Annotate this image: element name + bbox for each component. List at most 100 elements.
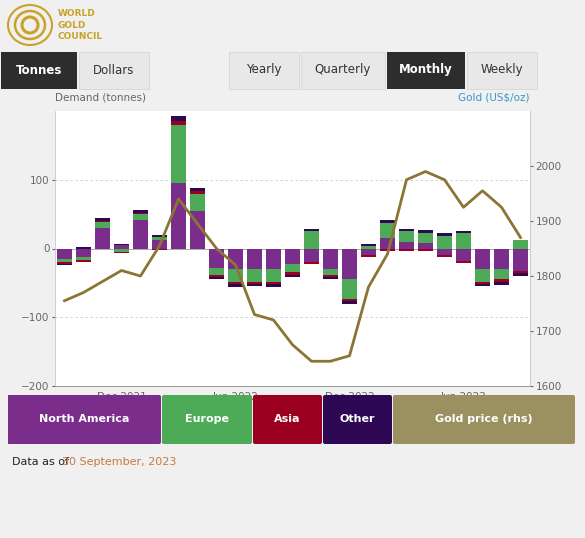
Bar [494, 269, 508, 279]
Bar [304, 262, 319, 264]
Bar [77, 249, 91, 257]
Bar [77, 257, 91, 260]
Bar [95, 218, 109, 221]
Bar [494, 279, 508, 282]
Bar [152, 249, 167, 250]
Bar [400, 229, 414, 231]
Bar [171, 125, 185, 183]
Text: Other: Other [340, 414, 375, 424]
Bar [266, 249, 281, 269]
Bar [57, 262, 71, 264]
Bar [95, 222, 109, 228]
Bar [209, 268, 223, 274]
FancyBboxPatch shape [323, 395, 392, 444]
Bar [57, 259, 71, 262]
Bar [342, 279, 357, 299]
Bar [380, 223, 395, 238]
Bar [133, 210, 147, 213]
Bar [380, 221, 395, 223]
Bar [438, 236, 452, 249]
Bar [494, 249, 508, 269]
Bar [209, 274, 223, 278]
Text: Demand (tonnes): Demand (tonnes) [55, 93, 146, 103]
Bar [342, 301, 357, 304]
Bar [209, 278, 223, 279]
Bar [304, 249, 319, 262]
Bar [285, 264, 300, 272]
Bar [456, 233, 470, 249]
FancyBboxPatch shape [467, 52, 537, 89]
FancyBboxPatch shape [253, 395, 322, 444]
Bar [57, 264, 71, 265]
Bar [304, 229, 319, 231]
Text: Quarterly: Quarterly [315, 63, 371, 76]
Text: North America: North America [39, 414, 129, 424]
Bar [380, 249, 395, 251]
Bar [418, 230, 433, 233]
Text: 30 September, 2023: 30 September, 2023 [62, 457, 177, 467]
Bar [514, 240, 528, 249]
FancyBboxPatch shape [79, 52, 149, 89]
Bar [209, 249, 223, 268]
Text: Dollars: Dollars [94, 63, 135, 76]
Text: Gold (US$/oz): Gold (US$/oz) [459, 93, 530, 103]
Bar [362, 249, 376, 256]
Bar [514, 249, 528, 271]
Bar [514, 273, 528, 276]
FancyBboxPatch shape [229, 52, 299, 89]
Bar [190, 188, 205, 191]
Bar [115, 245, 129, 249]
Bar [247, 249, 261, 269]
Bar [115, 252, 129, 253]
Bar [95, 221, 109, 222]
Bar [438, 249, 452, 256]
Bar [438, 233, 452, 236]
Bar [152, 236, 167, 237]
Bar [362, 246, 376, 249]
Bar [228, 284, 243, 287]
Text: WORLD
GOLD
COUNCIL: WORLD GOLD COUNCIL [58, 9, 103, 41]
FancyBboxPatch shape [387, 52, 465, 89]
Text: Tonnes: Tonnes [16, 63, 62, 76]
Bar [190, 194, 205, 211]
Bar [476, 269, 490, 281]
Bar [115, 244, 129, 245]
Bar [77, 260, 91, 261]
Bar [228, 269, 243, 281]
Bar [324, 269, 338, 274]
Bar [285, 249, 300, 264]
Bar [190, 191, 205, 194]
Bar [362, 256, 376, 257]
Bar [171, 121, 185, 125]
Bar [152, 237, 167, 240]
Bar [514, 271, 528, 273]
Bar [171, 116, 185, 121]
Bar [438, 256, 452, 258]
Bar [362, 244, 376, 246]
Bar [400, 249, 414, 251]
Bar [380, 238, 395, 249]
Text: Gold price (rhs): Gold price (rhs) [435, 414, 533, 424]
Text: Asia: Asia [274, 414, 301, 424]
Bar [476, 281, 490, 284]
Text: Europe: Europe [185, 414, 229, 424]
Bar [342, 299, 357, 301]
Bar [494, 282, 508, 285]
FancyBboxPatch shape [7, 395, 161, 444]
Bar [171, 183, 185, 249]
Bar [77, 247, 91, 249]
Bar [247, 269, 261, 281]
FancyBboxPatch shape [393, 395, 575, 444]
Bar [418, 243, 433, 249]
Bar [456, 231, 470, 233]
Bar [324, 278, 338, 279]
Bar [456, 249, 470, 261]
Bar [418, 233, 433, 243]
FancyBboxPatch shape [162, 395, 252, 444]
Bar [324, 274, 338, 278]
Bar [476, 284, 490, 286]
Bar [285, 274, 300, 277]
Bar [190, 211, 205, 249]
Bar [228, 281, 243, 284]
Bar [456, 261, 470, 263]
